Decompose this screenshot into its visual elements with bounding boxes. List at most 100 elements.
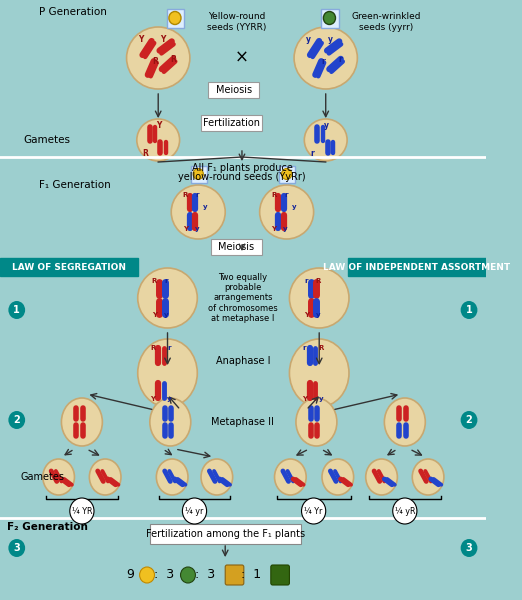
Text: Meiosis: Meiosis <box>216 85 252 95</box>
FancyBboxPatch shape <box>321 9 339 28</box>
Text: 2: 2 <box>466 415 472 425</box>
Circle shape <box>169 11 181 25</box>
Text: R: R <box>316 278 321 284</box>
Text: r: r <box>311 148 315 157</box>
Text: y: y <box>305 35 311 44</box>
Circle shape <box>193 169 204 179</box>
Text: y: y <box>283 226 288 232</box>
Ellipse shape <box>384 398 425 446</box>
Text: Gametes: Gametes <box>20 472 65 482</box>
Text: Gametes: Gametes <box>23 135 70 145</box>
Circle shape <box>393 498 417 524</box>
Ellipse shape <box>171 185 225 239</box>
FancyBboxPatch shape <box>201 115 263 131</box>
Ellipse shape <box>296 398 337 446</box>
FancyBboxPatch shape <box>0 258 138 276</box>
Text: LAW OF SEGREGATION: LAW OF SEGREGATION <box>12 263 126 271</box>
Ellipse shape <box>43 459 75 495</box>
Circle shape <box>460 301 478 319</box>
Ellipse shape <box>137 119 180 161</box>
Ellipse shape <box>412 459 444 495</box>
Text: Yellow-round
seeds (YYRR): Yellow-round seeds (YYRR) <box>207 12 266 32</box>
FancyBboxPatch shape <box>167 9 184 28</box>
Ellipse shape <box>275 459 306 495</box>
Text: y: y <box>167 396 172 402</box>
Text: r: r <box>196 192 199 198</box>
Text: P Generation: P Generation <box>39 7 107 17</box>
Text: y: y <box>164 312 169 318</box>
Ellipse shape <box>150 398 191 446</box>
Ellipse shape <box>289 339 349 407</box>
Text: r: r <box>303 345 306 351</box>
Text: Fertilization among the F₁ plants: Fertilization among the F₁ plants <box>146 529 305 539</box>
Text: 3: 3 <box>14 543 20 553</box>
FancyBboxPatch shape <box>225 565 244 585</box>
Text: :  3: : 3 <box>195 569 215 581</box>
Text: r: r <box>304 278 308 284</box>
Ellipse shape <box>322 459 353 495</box>
Circle shape <box>139 567 155 583</box>
Text: R: R <box>150 345 156 351</box>
Text: Y: Y <box>152 312 157 318</box>
Text: y: y <box>195 226 199 232</box>
Text: R: R <box>152 58 158 67</box>
FancyBboxPatch shape <box>348 258 486 276</box>
Circle shape <box>8 301 25 319</box>
Circle shape <box>182 498 207 524</box>
Text: R: R <box>170 55 176 64</box>
Circle shape <box>460 411 478 429</box>
Text: Y: Y <box>138 35 143 44</box>
Text: Metaphase II: Metaphase II <box>211 417 275 427</box>
Text: r: r <box>339 55 342 64</box>
Text: y: y <box>328 34 333 43</box>
Text: ¼ YR: ¼ YR <box>72 506 92 515</box>
Text: r: r <box>168 345 171 351</box>
FancyBboxPatch shape <box>150 524 301 544</box>
Text: Y: Y <box>302 396 307 402</box>
Text: Meiosis: Meiosis <box>218 242 254 252</box>
Text: Y: Y <box>157 121 162 130</box>
Text: R: R <box>271 192 276 198</box>
Circle shape <box>302 498 326 524</box>
Text: Y: Y <box>304 312 309 318</box>
Text: R: R <box>142 148 148 157</box>
Text: LAW OF INDEPENDENT ASSORTMENT: LAW OF INDEPENDENT ASSORTMENT <box>323 263 511 271</box>
Text: ¼ Yr: ¼ Yr <box>304 506 323 515</box>
Ellipse shape <box>304 119 347 161</box>
Circle shape <box>460 539 478 557</box>
Text: 9: 9 <box>126 569 134 581</box>
Text: Green-wrinkled
seeds (yyrr): Green-wrinkled seeds (yyrr) <box>352 12 421 32</box>
Circle shape <box>8 539 25 557</box>
Ellipse shape <box>294 27 358 89</box>
Text: Y: Y <box>271 226 276 232</box>
Text: r: r <box>284 192 288 198</box>
Circle shape <box>70 498 94 524</box>
Text: ¼ yr: ¼ yr <box>185 506 204 515</box>
Text: F₁ Generation: F₁ Generation <box>39 180 111 190</box>
Text: y: y <box>292 204 296 210</box>
Text: ×: × <box>235 49 249 67</box>
Circle shape <box>181 567 195 583</box>
Ellipse shape <box>138 339 197 407</box>
Text: R: R <box>152 278 157 284</box>
Ellipse shape <box>62 398 102 446</box>
Circle shape <box>281 169 292 179</box>
Circle shape <box>324 11 336 25</box>
Text: All F₁ plants produce: All F₁ plants produce <box>192 163 292 173</box>
FancyBboxPatch shape <box>271 565 289 585</box>
Text: 1: 1 <box>466 305 472 315</box>
FancyBboxPatch shape <box>191 166 207 183</box>
Text: F₂ Generation: F₂ Generation <box>7 522 88 532</box>
Ellipse shape <box>289 268 349 328</box>
Ellipse shape <box>126 27 190 89</box>
Text: yellow-round seeds (YyRr): yellow-round seeds (YyRr) <box>178 172 306 182</box>
Text: 3: 3 <box>466 543 472 553</box>
Text: y: y <box>204 204 208 210</box>
FancyBboxPatch shape <box>279 166 295 183</box>
Ellipse shape <box>259 185 314 239</box>
Ellipse shape <box>201 459 233 495</box>
Text: Two equally
probable
arrangements
of chromosomes
at metaphase I: Two equally probable arrangements of chr… <box>208 272 278 323</box>
Text: Y: Y <box>160 34 165 43</box>
Text: Y: Y <box>183 226 188 232</box>
Text: Y: Y <box>150 396 155 402</box>
